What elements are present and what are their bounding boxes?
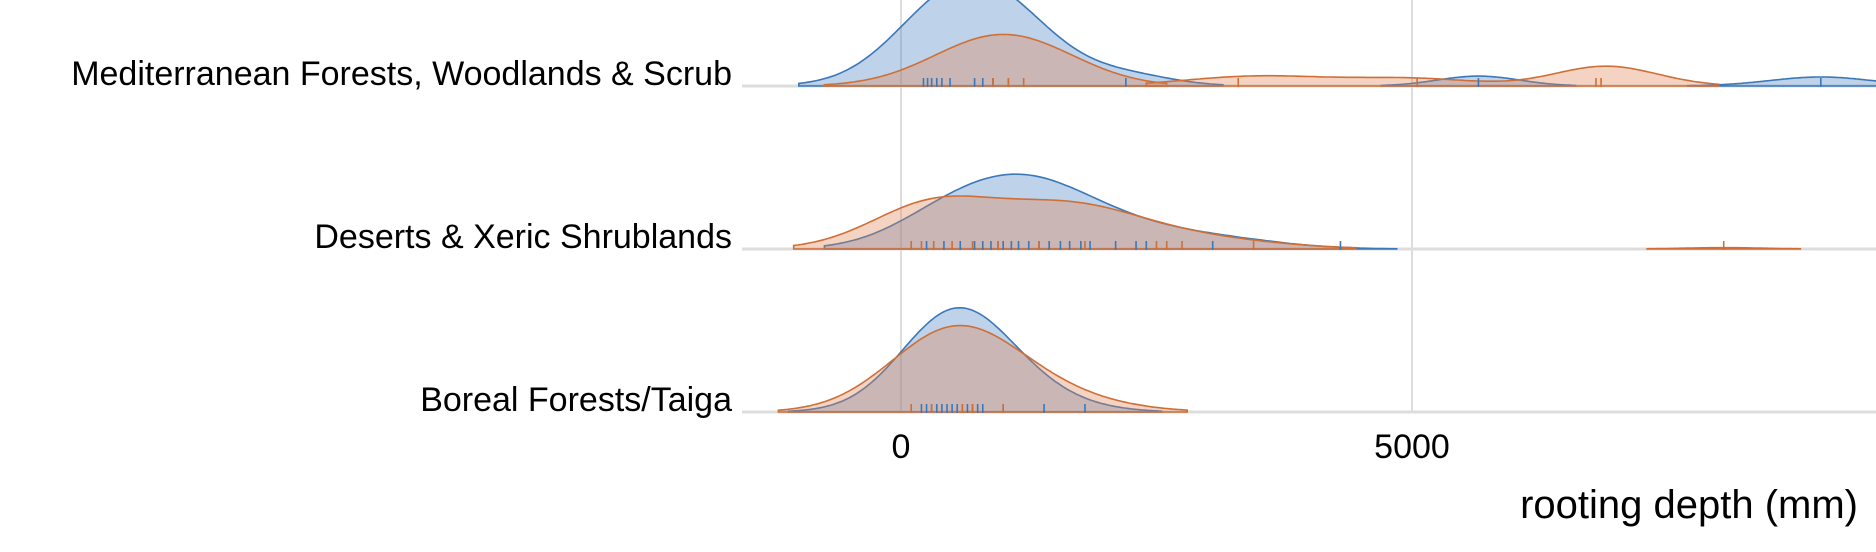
x-axis-title: rooting depth (mm): [1520, 483, 1858, 527]
density-2-orange-0: [777, 324, 1188, 413]
row-label-2: Boreal Forests/Taiga: [420, 381, 732, 419]
density-0-orange-1: [1145, 65, 1720, 87]
density-layer: [777, 0, 1876, 413]
x-tick-label-0: 0: [892, 428, 911, 466]
label-layer: 0 5000 Mediterranean Forests, Woodlands & …: [71, 55, 1450, 466]
rug-layer: [910, 78, 1822, 413]
grid-layer: [900, 0, 1413, 412]
row-label-1: Deserts & Xeric Shrublands: [314, 218, 732, 256]
density-0-orange-0: [823, 33, 1168, 87]
density-0-blue-0: [798, 0, 1224, 87]
density-1-orange-0: [792, 195, 1357, 250]
x-tick-label-1: 5000: [1374, 428, 1450, 466]
row-label-0: Mediterranean Forests, Woodlands & Scrub: [71, 55, 732, 93]
density-0-blue-2: [1687, 76, 1876, 87]
density-2-blue-0: [787, 307, 1163, 413]
